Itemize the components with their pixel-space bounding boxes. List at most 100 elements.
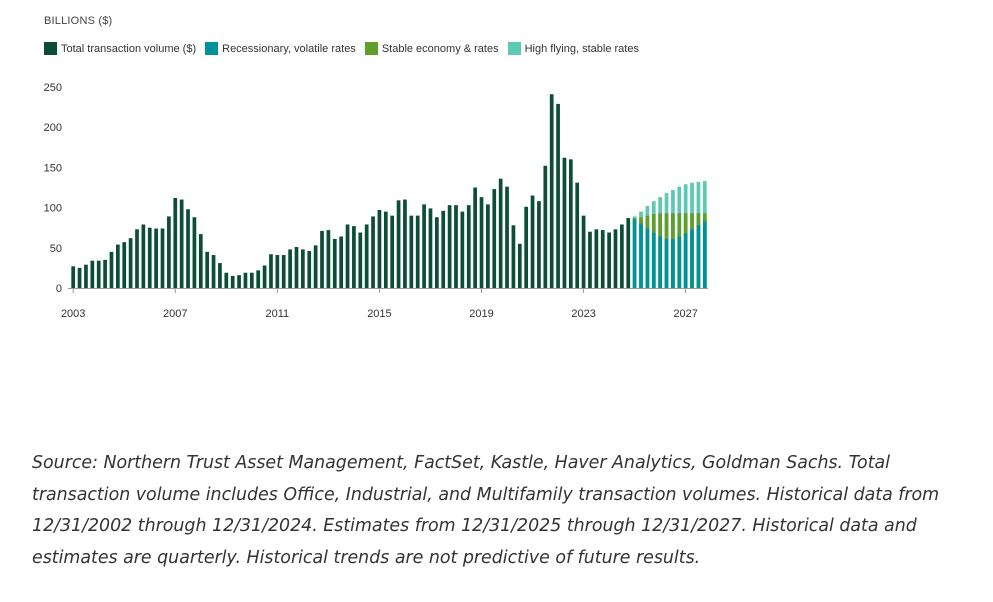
bar-recessionary [632,219,637,288]
bar-total [237,275,241,288]
y-tick-label: 150 [44,162,62,174]
bar-total [307,251,312,288]
legend-item-high-flying: High flying, stable rates [507,42,639,55]
bar-total [511,225,516,288]
bar-total [562,157,567,288]
bar-total [390,215,395,288]
bar-total [364,224,369,288]
bar-total [479,197,484,288]
legend-item-stable: Stable economy & rates [364,42,499,55]
bar-total [122,242,127,288]
bar-recessionary [677,236,682,288]
y-tick-label: 200 [44,122,62,134]
bar-total [588,231,592,288]
bar-total [154,228,158,288]
x-tick-label: 2019 [469,308,493,320]
bar-total [243,272,248,288]
bar-total [218,263,222,288]
x-tick-label: 2007 [163,308,187,320]
bar-total [537,201,541,288]
bar-total [556,103,560,288]
y-axis-label: BILLIONS ($) [44,15,113,27]
bar-total [575,182,580,288]
legend-item-recessionary: Recessionary, volatile rates [205,42,356,55]
legend-label-recessionary: Recessionary, volatile rates [222,42,356,55]
bar-total [607,232,611,288]
legend-swatch-high-flying [507,42,521,55]
bar-total [383,211,388,288]
bar-total [498,178,503,288]
bar-total [428,208,433,288]
bar-total [205,251,210,288]
bar-total [549,94,554,289]
bar-total [422,204,426,288]
bar-total [141,224,146,288]
bar-total [543,165,548,288]
bar-total [435,217,439,288]
bar-total [409,215,414,288]
legend-swatch-recessionary [205,42,219,55]
bar-recessionary [639,223,643,288]
bar-total [288,249,292,288]
bar-total [396,200,401,288]
bar-total [116,244,120,288]
bar-total [594,229,599,288]
bar-total [262,265,267,288]
y-tick-label: 0 [56,283,62,295]
x-tick-label: 2027 [673,308,697,320]
total-volume-bars [71,94,631,289]
bar-total [147,227,152,288]
y-tick-label: 100 [44,203,62,215]
bar-total [332,238,337,288]
bar-recessionary [702,221,707,288]
bar-total [294,247,299,288]
source-note: Source: Northern Trust Asset Management,… [32,453,940,568]
bar-total [179,199,184,288]
legend-label-total: Total transaction volume ($) [61,42,197,55]
bar-total [198,234,203,288]
legend-label-high-flying: High flying, stable rates [524,42,639,55]
bar-total [626,218,631,288]
bar-total [326,230,331,288]
bar-chart: 0 50 100 150 200 250 2003 2007 2011 2015 2019 2023… [44,82,708,320]
bar-total [301,249,305,288]
bar-total [377,210,382,288]
bar-total [71,266,76,288]
bar-total [128,238,133,288]
bar-total [441,210,446,288]
bar-total [415,215,420,288]
bar-total [84,264,88,288]
legend-swatch-stable [364,42,378,55]
bar-total [358,232,363,288]
bar-recessionary [683,233,688,288]
y-tick-label: 50 [50,243,62,255]
bar-total [275,255,280,288]
x-tick-label: 2003 [61,308,85,320]
bar-total [524,206,529,288]
bar-total [320,230,324,288]
x-tick-label: 2015 [367,308,391,320]
bar-total [517,243,522,288]
bar-recessionary [690,229,694,288]
bar-total [505,186,509,288]
bar-recessionary [651,232,656,288]
bar-total [135,229,139,288]
x-tick-label: 2011 [266,308,290,320]
forecast-bars [632,181,707,288]
bar-total [211,255,216,288]
bar-recessionary [671,238,675,288]
bar-total [192,217,197,288]
bar-total [352,226,356,288]
bar-total [339,236,343,288]
bar-recessionary [658,236,662,288]
bar-total [269,254,273,288]
x-axis-ticks: 2003 2007 2011 2015 2019 2023 2027 [61,289,698,320]
bar-total [230,275,235,288]
bar-total [281,255,286,288]
bar-total [460,211,465,288]
bar-total [96,260,101,288]
chart-legend: Total transaction volume ($) Recessionar… [44,42,648,55]
bar-total [103,259,107,288]
bar-total [173,197,178,288]
bar-total [620,224,624,288]
